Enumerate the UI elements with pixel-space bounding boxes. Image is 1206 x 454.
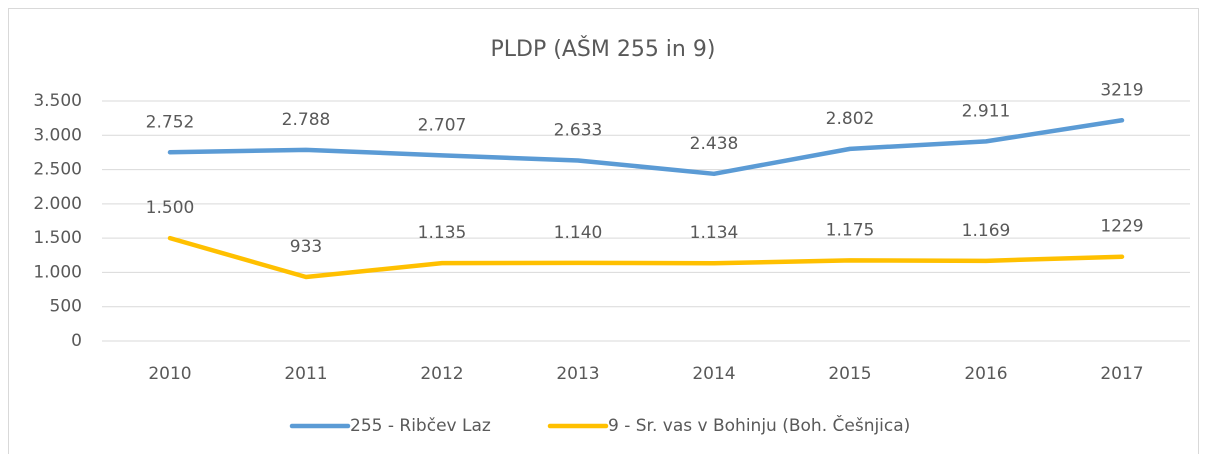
data-label: 1.135 [418,223,467,243]
y-tick-label: 2.500 [33,160,82,180]
chart-border [8,8,1199,454]
y-tick-label: 500 [50,297,82,317]
data-label: 1.500 [146,198,195,218]
y-tick-label: 0 [71,331,82,351]
legend-label: 9 - Sr. vas v Bohinju (Boh. Češnjica) [608,414,910,436]
y-tick-label: 2.000 [33,194,82,214]
y-tick-label: 3.500 [33,91,82,111]
series-line [167,118,1125,177]
data-label: 2.633 [554,120,603,140]
x-tick-label: 2010 [148,364,191,384]
chart-title: PLDP (AŠM 255 in 9) [491,36,716,62]
data-label: 1.175 [826,220,875,240]
x-tick-label: 2016 [964,364,1007,384]
y-tick-label: 3.000 [33,125,82,145]
series-line [167,235,1125,280]
data-label: 1.169 [962,221,1011,241]
data-label: 2.788 [282,110,331,130]
y-tick-label: 1.000 [33,262,82,282]
x-tick-label: 2011 [284,364,327,384]
data-label: 1229 [1100,217,1143,237]
data-label: 1.134 [690,223,739,243]
x-tick-label: 2013 [556,364,599,384]
data-label: 933 [290,237,322,257]
x-tick-label: 2012 [420,364,463,384]
x-tick-label: 2015 [828,364,871,384]
data-label: 2.802 [826,109,875,129]
data-label: 2.438 [690,134,739,154]
x-tick-label: 2017 [1100,364,1143,384]
x-tick-label: 2014 [692,364,735,384]
data-label: 2.752 [146,112,195,132]
legend-label: 255 - Ribčev Laz [350,416,491,436]
data-label: 2.911 [962,101,1011,121]
y-tick-label: 1.500 [33,228,82,248]
data-label: 2.707 [418,115,467,135]
data-label: 3219 [1100,80,1143,100]
data-label: 1.140 [554,223,603,243]
